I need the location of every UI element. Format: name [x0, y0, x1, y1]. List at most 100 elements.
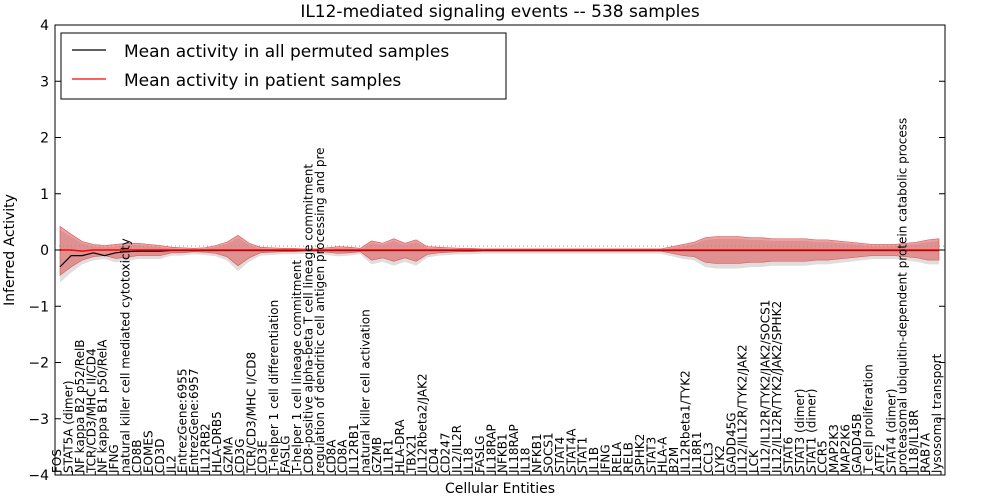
- x-tick-label: FASLG: [279, 435, 293, 473]
- x-tick-label: IL2/IL2R: [450, 425, 464, 473]
- y-tick-label: 3: [40, 74, 49, 90]
- x-tick-label: IL12/IL12R/TYK2/JAK2/SOCS1: [759, 300, 773, 473]
- x-tick-label: CCR5: [816, 440, 830, 473]
- x-tick-label: TCR/CD3/MHC I/CD8: [244, 352, 258, 474]
- x-tick-label: CD8-positive alpha-beta T cell lineage c…: [301, 164, 315, 473]
- y-tick-label: −4: [28, 468, 49, 484]
- x-tick-label: IFNG: [599, 444, 613, 473]
- x-tick-label: IL1R1: [381, 439, 395, 473]
- x-tick-label: HLA-DRB5: [210, 411, 224, 473]
- x-tick-label: CD8B: [130, 440, 144, 474]
- x-tick-label: TCR/CD3/MHC II/CD4: [84, 348, 98, 474]
- x-tick-label: RELA: [610, 441, 624, 473]
- x-tick-label: B2M: [667, 447, 681, 473]
- x-tick-label: IL18: [461, 448, 475, 474]
- x-tick-label: IL18: [519, 448, 533, 474]
- chart-title: IL12-mediated signaling events -- 538 sa…: [300, 2, 700, 22]
- y-tick-label: 0: [40, 243, 49, 259]
- x-tick-label: IL12RB1: [347, 423, 361, 473]
- x-tick-label: T cell proliferation: [861, 364, 875, 474]
- x-tick-label: TBX21: [404, 434, 418, 474]
- x-tick-label: IL18RAP: [507, 424, 521, 473]
- x-tick-label: natural killer cell mediated cytotoxicit…: [119, 238, 133, 473]
- x-tick-label: T-helper 1 cell differentiation: [267, 300, 281, 474]
- x-tick-label: MAP2K3: [827, 424, 841, 473]
- x-tick-label: GZMA: [221, 436, 235, 473]
- legend-label-patient: Mean activity in patient samples: [124, 71, 401, 91]
- x-tick-label: FASLG: [473, 435, 487, 473]
- x-tick-label: EOMES: [141, 430, 155, 473]
- legend-box: [60, 32, 507, 100]
- x-tick-label: STAT4: [553, 437, 567, 473]
- x-tick-label: IL18R1: [690, 432, 704, 473]
- y-tick-label: 2: [40, 131, 49, 147]
- x-tick-label: STAT6: [781, 437, 795, 473]
- x-tick-label: ATF2: [873, 444, 887, 473]
- x-tick-label: GADD45G: [724, 412, 738, 473]
- x-tick-label: IL18RAP: [484, 424, 498, 473]
- x-tick-label: IL2: [164, 455, 178, 473]
- y-tick-label: −3: [28, 412, 49, 428]
- y-axis-label: Inferred Activity: [2, 194, 18, 306]
- x-tick-label: IL12RB2: [199, 423, 213, 473]
- x-tick-label: LCK: [747, 449, 761, 473]
- x-tick-label: HLA-DRA: [393, 419, 407, 473]
- x-tick-label: SPHK2: [633, 434, 647, 473]
- x-tick-label: IL12/IL12R/TYK2/JAK2: [736, 344, 750, 473]
- plot-area: [54, 24, 946, 476]
- y-tick-label: −2: [28, 356, 49, 372]
- legend: Mean activity in all permuted samples Me…: [60, 32, 507, 100]
- x-tick-label: STAT3 (dimer): [793, 389, 807, 473]
- x-tick-label: CD3G: [233, 438, 247, 473]
- y-tick-label: 1: [40, 187, 49, 203]
- x-tick-label: CD247: [439, 432, 453, 473]
- x-tick-label: proteasomal ubiquitin-dependent protein …: [896, 118, 910, 473]
- x-tick-label: EntrezGene:6955: [176, 369, 190, 474]
- x-tick-label: IL18/IL18R: [907, 410, 921, 473]
- x-tick-label: CD3D: [153, 439, 167, 474]
- x-tick-label: CD8A: [324, 439, 338, 473]
- series-layer: [59, 249, 939, 268]
- x-tick-label: NFKB1: [496, 433, 510, 473]
- x-tick-label: STAT3: [644, 437, 658, 473]
- x-tick-label: RAB7A: [919, 432, 933, 473]
- x-tick-label: IL12Rbeta2/JAK2: [416, 373, 430, 473]
- x-tick-label: natural killer cell activation: [359, 309, 373, 473]
- x-tick-label: GADD45B: [850, 414, 864, 474]
- x-tick-label: GZMB: [370, 437, 384, 473]
- x-tick-label: SOCS1: [541, 432, 555, 473]
- x-tick-label: STAT4 (dimer): [884, 389, 898, 473]
- x-tick-label: STAT1: [576, 437, 590, 473]
- x-tick-label: STAT5A (dimer): [61, 380, 75, 473]
- x-tick-label: MAP2K6: [839, 424, 853, 473]
- x-tick-label: NF kappa B2 p52/RelB: [73, 339, 87, 473]
- x-tick-label: EntrezGene:6957: [187, 369, 201, 474]
- x-axis-label: Cellular Entities: [445, 481, 555, 497]
- y-tick-label: 4: [40, 18, 49, 34]
- x-tick-label: FOS: [50, 449, 64, 473]
- legend-label-permuted: Mean activity in all permuted samples: [124, 42, 449, 62]
- y-axis: −4 −3 −2 −1 0 1 2 3 4: [28, 18, 945, 484]
- x-tick-label: NFKB1: [530, 433, 544, 473]
- y-tick-label: −1: [28, 299, 49, 315]
- x-tick-label: NF kappa B1 p50/RelA: [96, 339, 110, 473]
- x-tick-label: HLA-A: [656, 436, 670, 473]
- x-tick-label: IL12Rbeta1/TYK2: [679, 370, 693, 473]
- series-patient-line: [60, 249, 939, 252]
- x-tick-label: IL12/IL12R/TYK2/JAK2/SPHK2: [770, 301, 784, 473]
- x-tick-label: CD8A: [336, 439, 350, 473]
- x-tick-label: RELB: [621, 442, 635, 473]
- x-tick-label: STAT1 (dimer): [804, 389, 818, 473]
- x-tick-label: lysosomal transport: [930, 353, 944, 473]
- x-tick-label: CD3E: [256, 440, 270, 473]
- x-tick-label: CD4: [427, 448, 441, 473]
- x-tick-label: STAT4A: [564, 428, 578, 473]
- x-tick-label: regulation of dendritic cell antigen pro…: [313, 147, 327, 473]
- x-tick-label: IFNG: [107, 444, 121, 473]
- x-tick-label: CCL3: [701, 442, 715, 473]
- x-tick-label: LYK2: [713, 445, 727, 473]
- x-tick-label: T-helper 1 cell lineage commitment: [290, 260, 304, 474]
- x-tick-label: IL1B: [587, 447, 601, 473]
